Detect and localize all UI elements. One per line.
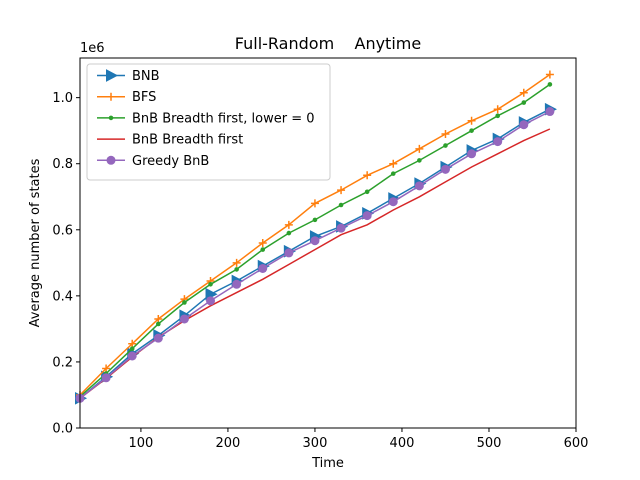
data-point <box>129 346 135 352</box>
data-point <box>362 211 372 221</box>
data-point <box>312 217 318 223</box>
legend-label: BNB <box>132 69 160 84</box>
data-point <box>234 267 239 272</box>
data-point <box>545 107 555 117</box>
x-tick-label: 200 <box>216 436 241 451</box>
y-tick-label: 1.0 <box>52 91 73 106</box>
chart-title: Full-Random Anytime <box>235 34 421 53</box>
series-1 <box>76 70 554 399</box>
data-point <box>441 129 450 138</box>
data-point <box>417 158 422 163</box>
data-point <box>414 181 424 191</box>
data-point <box>107 92 115 101</box>
data-point <box>258 263 268 273</box>
data-point <box>232 258 241 267</box>
data-point <box>208 281 213 287</box>
data-point <box>469 128 474 133</box>
x-tick-label: 500 <box>477 436 502 451</box>
data-point <box>388 197 398 207</box>
data-point <box>440 164 450 174</box>
data-point <box>443 143 448 148</box>
data-point <box>284 248 294 258</box>
data-point <box>467 116 476 125</box>
x-tick-label: 600 <box>564 436 589 451</box>
data-point <box>153 333 163 343</box>
data-point <box>258 239 267 247</box>
y-tick-label: 0.2 <box>52 355 73 370</box>
y-axis-label: Average number of states <box>28 158 43 327</box>
data-point <box>106 155 116 165</box>
legend-entry: BnB Breadth first, lower = 0 <box>97 111 315 126</box>
data-point <box>521 100 527 105</box>
plot-frame <box>79 57 577 429</box>
data-point <box>108 115 114 121</box>
x-axis-label: Time <box>311 456 344 471</box>
data-point <box>495 113 500 119</box>
data-point <box>179 314 189 324</box>
x-tick-label: 400 <box>390 436 415 451</box>
y-offset-label: 1e6 <box>80 41 105 56</box>
legend-entry: Greedy BnB <box>97 154 209 169</box>
legend-label: BnB Breadth first <box>132 133 243 148</box>
data-point <box>206 296 216 306</box>
plot-area <box>75 70 557 405</box>
data-point <box>390 171 396 176</box>
data-point <box>310 236 320 246</box>
legend-entry: BNB <box>97 69 160 84</box>
series-4 <box>75 107 555 403</box>
x-tick-label: 300 <box>303 436 328 451</box>
data-point <box>106 69 119 82</box>
legend-label: Greedy BnB <box>132 154 209 169</box>
data-point <box>547 82 553 87</box>
data-point <box>545 70 554 79</box>
data-point <box>415 144 424 153</box>
data-point <box>284 220 293 229</box>
legend: BNB BFS BnB Breadth first, lower = 0 BnB Br… <box>86 63 331 181</box>
data-point <box>389 159 398 168</box>
data-point <box>182 300 187 305</box>
data-point <box>493 105 502 114</box>
data-point <box>519 120 529 130</box>
y-tick-label: 0.6 <box>52 223 73 238</box>
data-point <box>363 171 372 180</box>
legend-label: BFS <box>132 90 156 105</box>
data-point <box>519 88 528 97</box>
y-tick-label: 0.8 <box>52 157 73 172</box>
data-point <box>232 279 242 289</box>
y-tick-label: 0.0 <box>52 422 73 437</box>
data-point <box>101 373 111 383</box>
data-point <box>336 223 346 233</box>
x-tick-label: 100 <box>128 436 153 451</box>
data-point <box>156 321 161 327</box>
data-point <box>260 247 266 252</box>
legend-entry: BFS <box>97 90 156 105</box>
data-point <box>127 351 137 361</box>
axis-ticks: 100 200 300 400 500 600 0.0 0.2 0.4 0.6 0.8 1.0 <box>52 91 588 451</box>
y-tick-label: 0.4 <box>52 289 73 304</box>
data-point <box>310 199 319 208</box>
data-point <box>286 230 292 236</box>
data-point <box>337 186 346 195</box>
legend-box <box>86 63 331 181</box>
data-point <box>493 137 503 147</box>
legend-label: BnB Breadth first, lower = 0 <box>132 111 315 126</box>
data-point <box>338 202 344 208</box>
data-point <box>364 189 370 195</box>
data-point <box>467 149 477 159</box>
legend-entry: BnB Breadth first <box>97 133 243 148</box>
series-2 <box>77 82 553 399</box>
